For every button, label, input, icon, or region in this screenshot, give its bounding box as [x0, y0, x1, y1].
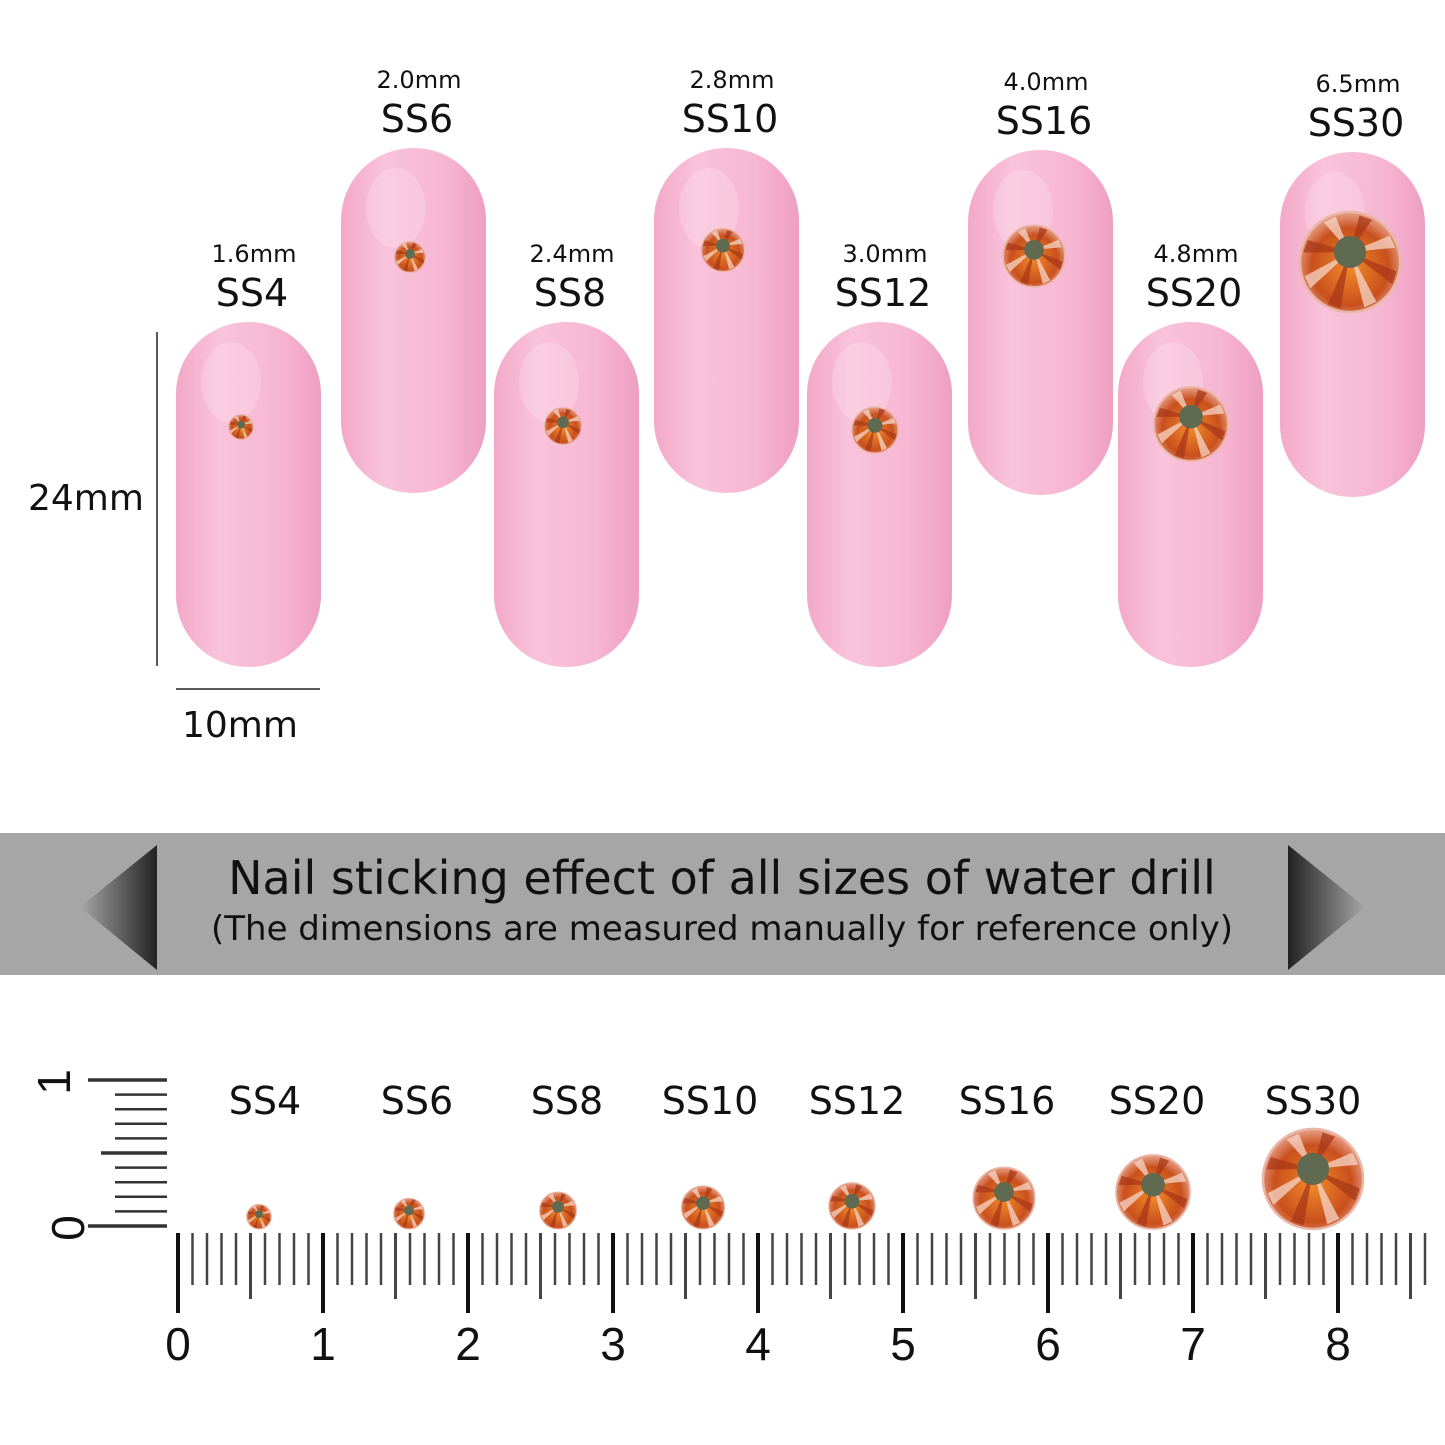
- size-ss-label: SS12: [835, 271, 932, 315]
- ruler-label: 5: [890, 1318, 916, 1370]
- rhinestone-icon: [828, 1182, 876, 1230]
- rhinestone-icon: [1298, 210, 1402, 314]
- vertical-ruler-label: 0: [42, 1215, 94, 1241]
- size-ss-label: SS6: [381, 97, 453, 141]
- ruler-label: 1: [310, 1318, 336, 1370]
- nail-ss20: 4.8mm SS20: [1118, 240, 1263, 667]
- size-ss-label: SS20: [1146, 271, 1243, 315]
- size-mm-label: 4.8mm: [1154, 240, 1239, 268]
- nail-shape: [1118, 322, 1263, 667]
- vertical-ruler: 01: [28, 1069, 167, 1241]
- nail-shape: [176, 322, 321, 667]
- rhinestone-icon: [700, 227, 746, 273]
- size-ss-label: SS30: [1308, 101, 1405, 145]
- nail-shape: [341, 148, 486, 493]
- ruler-size-label: SS10: [662, 1079, 759, 1123]
- nail-ss4: 1.6mm SS4: [176, 240, 321, 667]
- size-mm-label: 1.6mm: [212, 240, 297, 268]
- banner-title: Nail sticking effect of all sizes of wat…: [228, 851, 1216, 905]
- nail-ss6: 2.0mm SS6: [341, 66, 486, 493]
- rhinestone-icon: [1115, 1154, 1191, 1230]
- size-ss-label: SS8: [534, 271, 606, 315]
- rhinestone-icon: [972, 1166, 1036, 1230]
- ruler-size-label: SS16: [959, 1079, 1056, 1123]
- size-ss-label: SS4: [216, 271, 288, 315]
- nail-shape: [807, 322, 952, 667]
- height-dimension-label: 24mm: [28, 478, 144, 519]
- width-dimension-label: 10mm: [182, 705, 298, 746]
- nail-shape: [654, 148, 799, 493]
- right-arrow-icon: [1288, 845, 1365, 970]
- nail-shape: [968, 150, 1113, 495]
- ruler-size-label: SS20: [1109, 1079, 1206, 1123]
- rhinestone-icon: [1153, 386, 1229, 462]
- size-ss-label: SS16: [996, 99, 1093, 143]
- rhinestone-icon: [851, 406, 899, 454]
- rhinestone-icon: [1261, 1127, 1365, 1231]
- ruler-label: 0: [165, 1318, 191, 1370]
- rhinestone-icon: [393, 1197, 425, 1230]
- rhinestone-icon: [228, 414, 254, 440]
- rhinestone-icon: [544, 407, 582, 445]
- ruler-size-label: SS4: [229, 1079, 301, 1123]
- nail-ss30: 6.5mm SS30: [1280, 70, 1425, 497]
- rhinestone-icon: [394, 241, 426, 273]
- nail-ss10: 2.8mm SS10: [654, 66, 799, 493]
- ruler-label: 2: [455, 1318, 481, 1370]
- rhinestone-icon: [680, 1185, 726, 1230]
- ruler-stones: SS4 SS6 SS8 SS10 SS12 SS16 SS20 SS30: [229, 1079, 1365, 1231]
- size-mm-label: 4.0mm: [1004, 68, 1089, 96]
- nail-shape: [494, 322, 639, 667]
- vertical-ruler-label: 1: [28, 1069, 80, 1095]
- ruler-label: 6: [1035, 1318, 1061, 1370]
- banner: [0, 833, 1445, 975]
- ruler-label: 7: [1180, 1318, 1206, 1370]
- size-mm-label: 2.0mm: [377, 66, 462, 94]
- left-arrow-icon: [80, 845, 157, 970]
- ruler-label: 8: [1325, 1318, 1351, 1370]
- size-ss-label: SS10: [682, 97, 779, 141]
- ruler-label: 3: [600, 1318, 626, 1370]
- size-mm-label: 6.5mm: [1316, 70, 1401, 98]
- rhinestone-icon: [246, 1203, 272, 1230]
- ruler-size-label: SS8: [531, 1079, 603, 1123]
- nail-ss12: 3.0mm SS12: [807, 240, 952, 667]
- banner-subtitle: (The dimensions are measured manually fo…: [211, 909, 1233, 949]
- rhinestone-icon: [539, 1191, 577, 1230]
- ruler-size-label: SS12: [809, 1079, 906, 1123]
- nail-ss8: 2.4mm SS8: [494, 240, 639, 667]
- nail-samples: 1.6mm SS4 2.0mm SS6 2.4mm SS8 2.8mm SS10 3.0mm SS…: [176, 66, 1425, 667]
- rhinestone-icon: [1002, 224, 1066, 288]
- ruler-size-label: SS30: [1265, 1079, 1362, 1123]
- size-mm-label: 3.0mm: [843, 240, 928, 268]
- ruler-size-label: SS6: [381, 1079, 453, 1123]
- size-mm-label: 2.8mm: [690, 66, 775, 94]
- ruler-label: 4: [745, 1318, 771, 1370]
- nail-ss16: 4.0mm SS16: [968, 68, 1113, 495]
- size-mm-label: 2.4mm: [530, 240, 615, 268]
- ruler: 0 1 2 3 4 5 6 7 8: [165, 1233, 1427, 1370]
